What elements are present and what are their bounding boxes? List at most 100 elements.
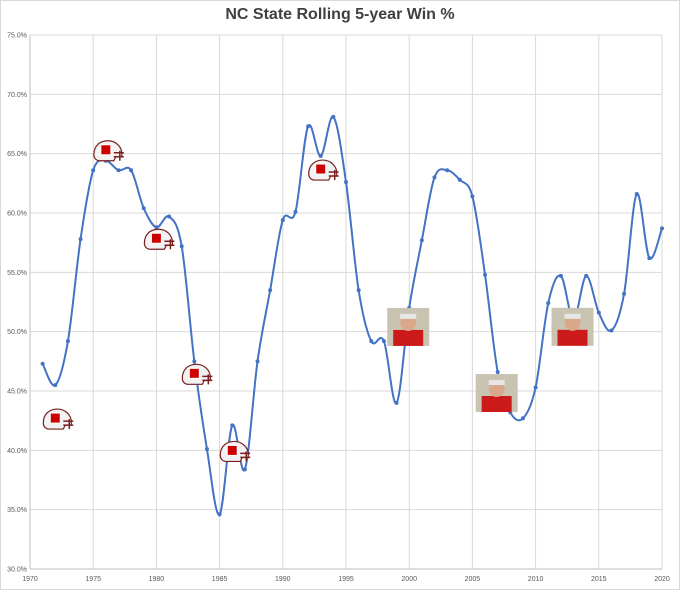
data-point bbox=[344, 180, 348, 185]
data-point bbox=[268, 288, 273, 293]
data-point bbox=[495, 370, 500, 375]
axes bbox=[29, 35, 662, 570]
data-point bbox=[242, 467, 247, 472]
data-point bbox=[204, 447, 209, 452]
x-tick-label: 1990 bbox=[275, 576, 291, 583]
data-point bbox=[520, 416, 525, 421]
y-tick-label: 75.0% bbox=[7, 33, 27, 40]
photo-cap bbox=[488, 380, 505, 386]
series-line bbox=[41, 115, 663, 516]
photo-cap bbox=[564, 313, 581, 319]
helmet-icon bbox=[143, 228, 175, 250]
data-point bbox=[394, 400, 399, 405]
helmet-icon bbox=[93, 140, 124, 162]
y-tick-label: 70.0% bbox=[7, 92, 27, 99]
y-tick-label: 35.0% bbox=[7, 507, 27, 514]
data-point bbox=[167, 214, 172, 219]
data-point bbox=[584, 273, 589, 278]
data-point bbox=[445, 168, 450, 173]
coach-photo-icon bbox=[475, 374, 518, 413]
helmet-logo bbox=[188, 367, 200, 379]
data-point bbox=[356, 288, 361, 293]
data-point bbox=[318, 154, 323, 159]
helmet-logo bbox=[49, 412, 61, 424]
data-point bbox=[457, 177, 462, 182]
data-point bbox=[381, 339, 386, 344]
coach-photo-icon bbox=[387, 307, 430, 346]
data-point bbox=[217, 512, 222, 517]
data-point bbox=[91, 168, 96, 173]
y-axis-tick-labels: 30.0% 35.0% 40.0% 45.0% 50.0% 55.0% 60.0% 65.0%… bbox=[7, 33, 27, 574]
x-tick-label: 2015 bbox=[591, 576, 607, 583]
data-point bbox=[293, 209, 298, 214]
data-point bbox=[154, 225, 159, 230]
x-tick-label: 2020 bbox=[654, 576, 670, 583]
y-tick-label: 45.0% bbox=[7, 389, 27, 396]
x-tick-label: 1980 bbox=[149, 576, 165, 583]
helmet-facemask bbox=[164, 239, 175, 250]
data-point bbox=[129, 168, 134, 173]
chart-title: NC State Rolling 5-year Win % bbox=[225, 6, 455, 23]
helmet-facemask bbox=[113, 150, 124, 161]
coach-photo-icon bbox=[551, 307, 594, 346]
data-point bbox=[634, 192, 639, 197]
y-tick-label: 50.0% bbox=[7, 329, 27, 336]
data-point bbox=[40, 361, 45, 366]
data-point bbox=[369, 339, 374, 344]
y-tick-label: 30.0% bbox=[7, 567, 27, 574]
helmet-icon bbox=[42, 408, 74, 430]
x-axis-tick-labels: 1970 1975 1980 1985 1990 1995 2000 2005 2010 2015… bbox=[22, 576, 670, 583]
x-tick-label: 1975 bbox=[85, 576, 101, 583]
y-tick-label: 55.0% bbox=[7, 270, 27, 277]
data-point bbox=[647, 256, 652, 261]
data-point bbox=[483, 272, 488, 277]
helmet-icon bbox=[219, 440, 251, 463]
helmet-logo bbox=[226, 444, 238, 456]
x-tick-label: 2000 bbox=[401, 576, 417, 583]
y-tick-label: 40.0% bbox=[7, 448, 27, 455]
data-point bbox=[331, 114, 336, 119]
photo-shirt bbox=[393, 329, 424, 346]
data-point bbox=[192, 359, 197, 364]
data-point bbox=[609, 328, 614, 333]
gridlines bbox=[29, 34, 663, 570]
helmet-facemask bbox=[63, 419, 74, 430]
helmet-facemask bbox=[328, 170, 339, 181]
data-point bbox=[255, 359, 260, 364]
helmet-facemask bbox=[240, 451, 251, 462]
data-point bbox=[419, 238, 424, 243]
photo-shirt bbox=[481, 396, 512, 413]
data-point bbox=[596, 310, 601, 315]
data-point bbox=[141, 206, 146, 211]
helmet-icon bbox=[308, 159, 339, 181]
y-tick-label: 65.0% bbox=[7, 151, 27, 158]
helmet-icon bbox=[181, 363, 213, 385]
data-point bbox=[78, 237, 83, 242]
x-tick-label: 2005 bbox=[465, 576, 481, 583]
data-point bbox=[230, 423, 235, 428]
x-tick-label: 2010 bbox=[528, 576, 544, 583]
photo-shirt bbox=[557, 329, 588, 346]
data-point bbox=[116, 168, 121, 173]
series-win-pct bbox=[41, 115, 663, 516]
annotations bbox=[42, 140, 594, 463]
data-point bbox=[65, 339, 70, 344]
data-point bbox=[280, 218, 285, 223]
y-tick-label: 60.0% bbox=[7, 211, 27, 218]
data-point bbox=[622, 291, 627, 296]
photo-cap bbox=[400, 313, 417, 319]
data-point bbox=[432, 175, 437, 180]
data-point bbox=[558, 273, 563, 278]
helmet-logo bbox=[100, 144, 112, 156]
data-point bbox=[306, 124, 311, 129]
data-point bbox=[53, 383, 58, 388]
x-tick-label: 1985 bbox=[212, 576, 228, 583]
data-point bbox=[546, 301, 551, 306]
helmet-logo bbox=[315, 163, 327, 175]
helmet-logo bbox=[150, 232, 162, 244]
data-point bbox=[533, 385, 538, 390]
x-tick-label: 1995 bbox=[338, 576, 354, 583]
x-tick-label: 1970 bbox=[22, 576, 38, 583]
data-point bbox=[179, 244, 184, 249]
